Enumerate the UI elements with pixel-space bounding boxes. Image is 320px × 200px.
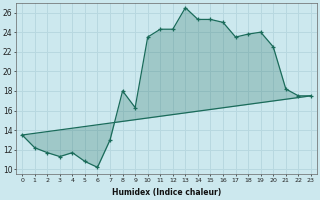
- X-axis label: Humidex (Indice chaleur): Humidex (Indice chaleur): [112, 188, 221, 197]
